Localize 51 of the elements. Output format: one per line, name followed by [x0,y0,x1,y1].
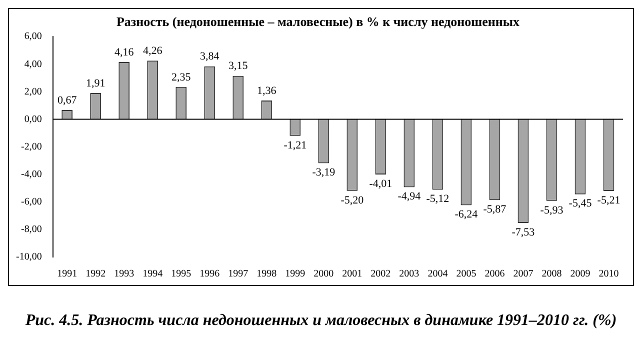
data-label: 3,84 [200,50,220,63]
y-tick-label: -10,00 [16,252,42,263]
x-tick-label: 2010 [598,268,619,280]
text: Рис. 4.5. Разность числа недоношенных и маловесных в динамике 1991–2010 гг. (%) [24,312,618,330]
y-tick-label: -8,00 [20,224,42,236]
x-tick-label: 2006 [484,268,505,280]
data-label: 4,16 [114,46,134,58]
x-tick-label: 2000 [314,268,334,280]
data-label: -4,01 [369,178,392,190]
data-label: 1,36 [257,84,277,97]
x-tick-label: 1998 [256,268,277,280]
x-tick-label: 1992 [86,268,106,280]
x-tick-label: 1993 [114,268,134,280]
y-tick-label: 2,00 [24,86,42,98]
x-tick-label: 2002 [370,268,391,280]
y-tick-label: -2,00 [20,141,42,152]
x-tick-label: 1991 [57,268,78,280]
chart-title: Разность (недоношенные – маловесные) в % к числу недоношенных [116,14,520,30]
data-label: -6,24 [454,208,478,221]
data-label: -3,19 [312,166,336,179]
data-label: -7,53 [512,226,536,238]
x-tick-label: 1995 [171,268,192,280]
data-label: -1,21 [284,139,307,152]
x-tick-label: 1996 [200,268,220,280]
y-tick-label: 4,00 [24,58,42,70]
x-tick-label: 2003 [399,268,420,280]
x-tick-label: 2004 [428,268,448,280]
y-tick-label: -4,00 [20,168,42,180]
x-tick-label: 2009 [570,268,590,280]
x-tick-label: 1997 [228,268,248,280]
data-label: 4,26 [142,44,163,57]
x-tick-label: 2005 [456,268,476,280]
data-label: 2,35 [171,71,192,84]
y-tick-label: 6,00 [24,31,42,42]
x-tick-label: 2008 [542,268,562,280]
data-label: -5,20 [340,194,364,206]
x-tick-label: 1999 [285,268,306,280]
x-tick-label: 2007 [513,268,534,280]
data-label: -4,94 [398,190,422,203]
data-label: -5,45 [568,198,592,210]
y-tick-label: -6,00 [20,196,42,208]
y-tick-label: 0,00 [24,114,42,125]
data-label: -5,12 [426,193,450,206]
data-label: -5,87 [483,204,507,216]
data-label: -5,93 [540,204,564,216]
data-label: 3,15 [228,60,248,72]
data-label: -5,21 [597,194,620,206]
x-tick-label: 2001 [342,268,362,280]
x-tick-label: 1994 [142,268,163,280]
data-label: 0,67 [57,94,78,106]
data-label: 1,91 [86,77,106,90]
